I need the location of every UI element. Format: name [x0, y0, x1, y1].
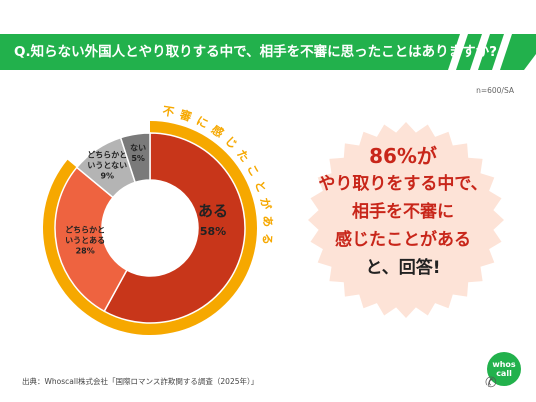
- group-arc-label-char: と: [252, 179, 269, 195]
- group-arc-label-char: る: [260, 233, 275, 246]
- slice-label-3: どちらかというとない 9%: [87, 149, 127, 180]
- group-arc-label-char: が: [257, 197, 273, 212]
- callout-badge: [308, 122, 504, 318]
- slice-1: [103, 132, 246, 324]
- phone-icon: ✆: [485, 375, 497, 391]
- slice-2: [54, 166, 128, 313]
- slice-4: [119, 132, 151, 184]
- group-arc-label-char: 感: [209, 122, 227, 140]
- slice-label-2: どちらかというとある 28%: [65, 225, 105, 256]
- group-arc-label-char: 審: [177, 107, 194, 124]
- callout-line-2: やり取りをする中で、: [318, 174, 488, 194]
- callout-line-5: と、回答!: [365, 258, 441, 278]
- header-banner: [0, 34, 536, 70]
- group-arc-label-char: こ: [244, 162, 262, 179]
- callout-text: 86%が やり取りをする中で、 相手を不審に 感じたことがある と、回答!: [300, 142, 506, 282]
- callout-line-3: 相手を不審に: [352, 202, 454, 222]
- callout-line-4: 感じたことがある: [335, 230, 471, 250]
- slice-label-1: ある 58%: [198, 202, 228, 238]
- sample-size-note: n=600/SA: [476, 86, 514, 95]
- whoscall-logo: whos call: [487, 352, 521, 386]
- group-arc-label-char: じ: [222, 133, 240, 151]
- group-arc-label-char: た: [234, 147, 252, 165]
- group-arc-label-char: あ: [260, 215, 275, 227]
- question-text: Q.知らない外国人とやり取りする中で、相手を不審に思ったことはありますか?: [14, 44, 497, 60]
- slice-label-4: ない 5%: [130, 143, 146, 163]
- group-arc-label-char: 不: [162, 104, 176, 120]
- group-arc-label-char: に: [194, 113, 211, 131]
- source-citation: 出典：Whoscall株式会社「国際ロマンス詐欺関する調査（2025年）」: [22, 377, 259, 386]
- question-header: Q.知らない外国人とやり取りする中で、相手を不審に思ったことはありますか?: [0, 34, 536, 70]
- callout-line-1: 86%が: [369, 144, 437, 168]
